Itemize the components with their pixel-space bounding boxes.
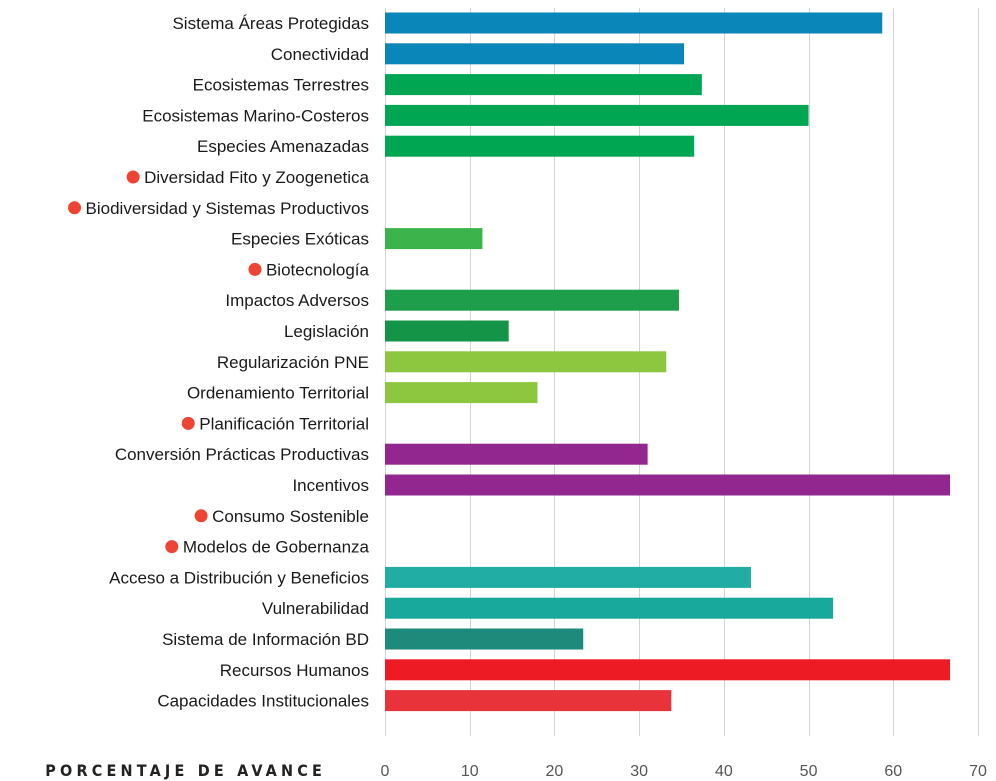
bar — [385, 43, 685, 65]
category-label: Planificación Territorial — [199, 414, 369, 433]
category-label: Consumo Sostenible — [212, 507, 369, 526]
bar — [385, 690, 672, 712]
x-tick-label: 10 — [461, 763, 479, 780]
bar — [385, 320, 509, 342]
bar — [385, 351, 667, 373]
bar — [385, 566, 751, 588]
category-label: Legislación — [284, 322, 369, 341]
bar — [385, 659, 951, 681]
category-label: Ecosistemas Marino-Costeros — [142, 106, 369, 125]
bar — [385, 289, 679, 311]
status-dot-icon — [165, 540, 179, 554]
category-label: Sistema de Información BD — [162, 630, 369, 649]
category-label: Vulnerabilidad — [262, 599, 369, 618]
category-label: Incentivos — [292, 476, 369, 495]
category-label: Ecosistemas Terrestres — [193, 76, 369, 95]
bars — [385, 12, 951, 712]
x-tick-label: 40 — [715, 763, 733, 780]
status-dot-icon — [194, 509, 208, 523]
status-dot-icon — [68, 201, 82, 215]
category-label: Capacidades Institucionales — [157, 692, 369, 711]
status-dot-icon — [181, 416, 195, 430]
x-tick-label: 50 — [800, 763, 818, 780]
x-tick-label: 20 — [546, 763, 564, 780]
category-label: Biotecnología — [266, 260, 370, 279]
bar — [385, 443, 648, 465]
category-labels: Sistema Áreas Protegidas Conectividad Ecos… — [86, 14, 370, 711]
category-label: Conectividad — [271, 45, 369, 64]
x-tick-label: 70 — [969, 763, 987, 780]
status-dot-icon — [248, 262, 262, 276]
x-tick-label: 0 — [381, 763, 390, 780]
bar — [385, 474, 951, 496]
category-label: Especies Amenazadas — [197, 137, 369, 156]
category-label: Conversión Prácticas Productivas — [115, 445, 369, 464]
category-label: Impactos Adversos — [225, 291, 369, 310]
bar — [385, 628, 584, 650]
bar — [385, 228, 483, 250]
status-markers — [68, 170, 262, 554]
category-label: Especies Exóticas — [231, 230, 369, 249]
x-axis-ticks: 0 10 20 30 40 50 60 70 — [381, 763, 987, 780]
bar — [385, 382, 538, 404]
bar — [385, 104, 809, 126]
x-tick-label: 60 — [884, 763, 902, 780]
category-label: Ordenamiento Territorial — [187, 384, 369, 403]
x-tick-label: 30 — [630, 763, 648, 780]
bar — [385, 135, 695, 157]
category-label: Regularización PNE — [217, 353, 369, 372]
category-label: Biodiversidad y Sistemas Productivos — [86, 199, 369, 218]
bar — [385, 74, 702, 96]
category-label: Sistema Áreas Protegidas — [172, 14, 369, 33]
category-label: Recursos Humanos — [220, 661, 369, 680]
category-label: Acceso a Distribución y Beneficios — [109, 568, 369, 587]
x-axis-title: PORCENTAJE DE AVANCE — [45, 761, 326, 780]
bar — [385, 12, 883, 34]
category-label: Modelos de Gobernanza — [183, 538, 370, 557]
bar — [385, 597, 834, 619]
status-dot-icon — [126, 170, 140, 184]
category-label: Diversidad Fito y Zoogenetica — [144, 168, 369, 187]
